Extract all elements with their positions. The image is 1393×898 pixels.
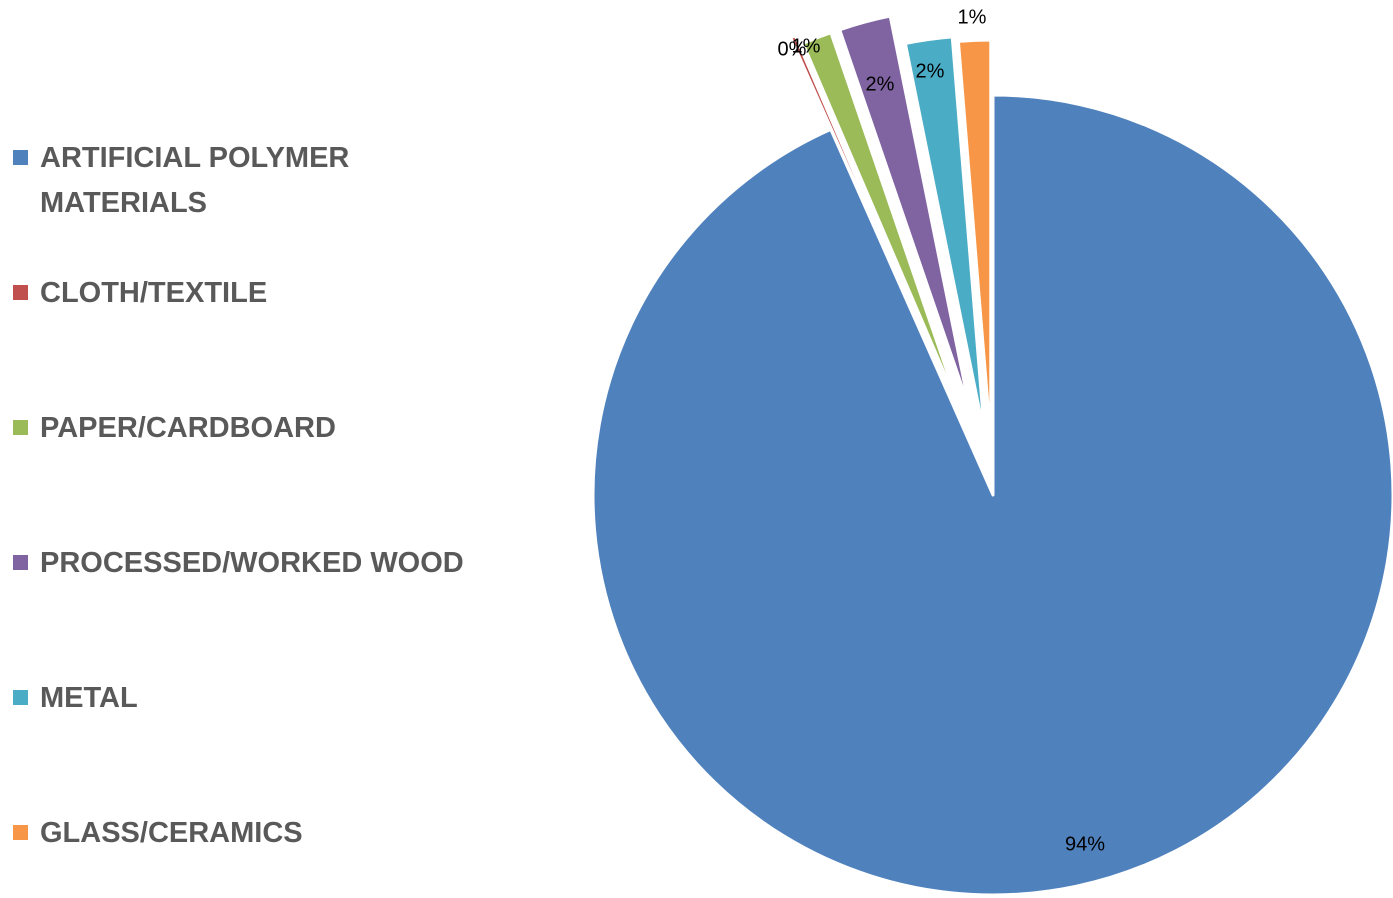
data-label-6: 1% [958, 6, 987, 28]
legend-swatch-5 [13, 690, 28, 705]
legend-swatch-2 [13, 285, 28, 300]
legend-label-3: PAPER/CARDBOARD [40, 412, 336, 444]
pie-slice-4 [838, 14, 971, 410]
pie-slices [591, 14, 1393, 897]
data-label-3: 1% [792, 35, 821, 57]
legend-label-2: CLOTH/TEXTILE [40, 277, 267, 309]
legend: ARTIFICIAL POLYMER MATERIALS CLOTH/TEXTILE… [13, 142, 464, 849]
data-label-4: 2% [866, 73, 895, 95]
legend-label-4: PROCESSED/WORKED WOOD [40, 547, 464, 579]
legend-label-1: ARTIFICIAL POLYMER MATERIALS [40, 142, 349, 219]
pie-slice-2 [789, 34, 955, 405]
pie-slice-3 [801, 31, 963, 413]
legend-swatch-4 [13, 555, 28, 570]
legend-swatch-1 [13, 150, 28, 165]
data-label-1: 94% [1065, 833, 1105, 855]
pie-slice-5 [903, 35, 987, 438]
pie-slice-1 [591, 93, 1393, 897]
data-label-5: 2% [916, 60, 945, 82]
pie-data-labels: 94%0%1%2%2%1% [778, 6, 1106, 855]
legend-label-5: METAL [40, 682, 138, 714]
pie-slice-6 [956, 38, 993, 442]
legend-label-6: GLASS/CERAMICS [40, 817, 303, 849]
legend-swatch-3 [13, 420, 28, 435]
legend-swatch-6 [13, 825, 28, 840]
data-label-2: 0% [778, 38, 807, 60]
